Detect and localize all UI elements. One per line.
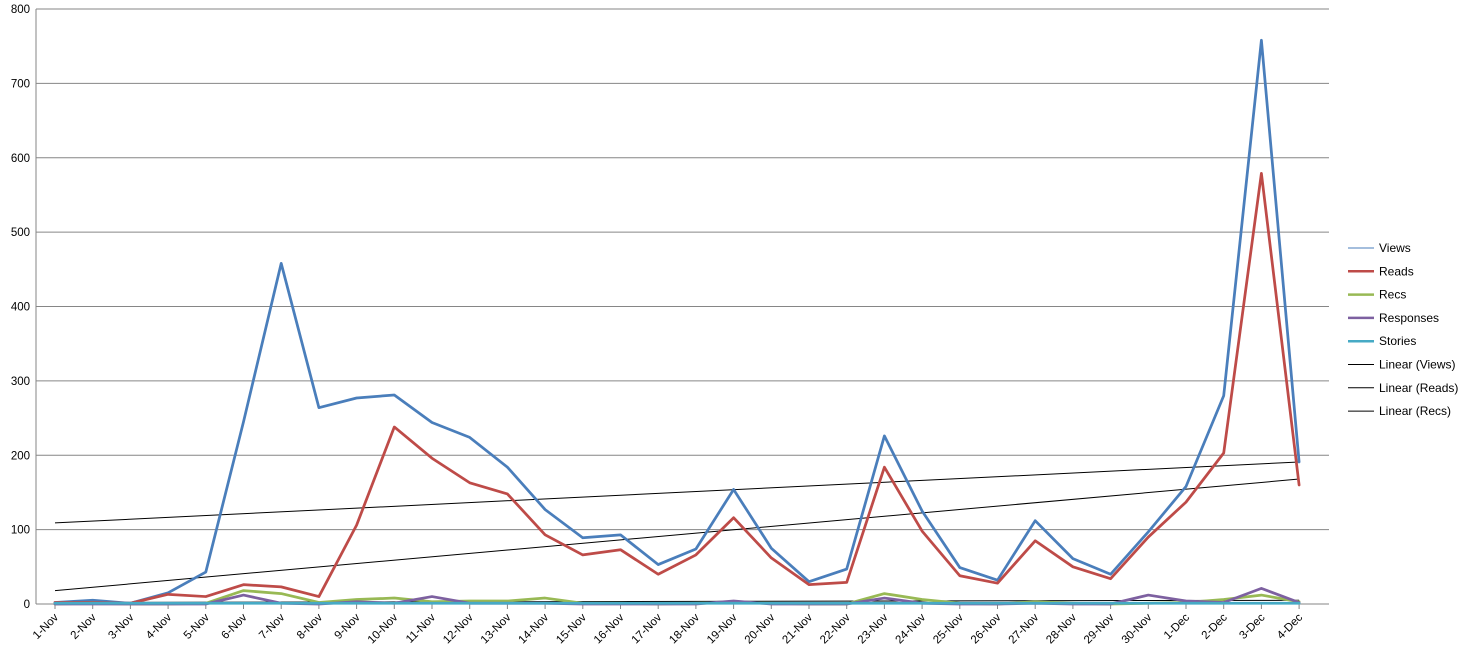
trendline-linear-views <box>54 461 1300 524</box>
y-tick-label-400: 400 <box>11 302 30 314</box>
legend-label-linear-views: Linear (Views) <box>1379 358 1455 372</box>
legend-label-views: Views <box>1379 241 1411 255</box>
x-tick-label-27-Nov: 27-Nov <box>1007 611 1042 646</box>
legend-label-linear-recs: Linear (Recs) <box>1379 404 1451 418</box>
x-tick-label-9-Nov: 9-Nov <box>333 611 363 641</box>
x-axis-ticks: 1-Nov 2-Nov 3-Nov 4-Nov 5-Nov 6-Nov 7-Nov 8-Nov… <box>31 604 1305 646</box>
x-tick-label-8-Nov: 8-Nov <box>295 611 325 641</box>
x-tick-label-3-Nov: 3-Nov <box>106 611 136 641</box>
x-tick-label-1-Dec: 1-Dec <box>1162 611 1192 641</box>
x-tick-label-3-Dec: 3-Dec <box>1237 611 1267 641</box>
x-tick-label-1-Nov: 1-Nov <box>31 611 61 641</box>
x-tick-label-21-Nov: 21-Nov <box>780 611 815 646</box>
x-tick-label-18-Nov: 18-Nov <box>667 611 702 646</box>
series-line-views <box>53 38 1301 605</box>
x-tick-label-30-Nov: 30-Nov <box>1120 611 1155 646</box>
legend-label-linear-reads: Linear (Reads) <box>1379 381 1458 395</box>
x-tick-label-23-Nov: 23-Nov <box>856 611 891 646</box>
x-tick-label-4-Nov: 4-Nov <box>144 611 174 641</box>
legend-label-stories: Stories <box>1379 334 1416 348</box>
legend-label-responses: Responses <box>1379 311 1439 325</box>
x-tick-label-28-Nov: 28-Nov <box>1044 611 1079 646</box>
x-tick-label-26-Nov: 26-Nov <box>969 611 1004 646</box>
x-tick-label-19-Nov: 19-Nov <box>705 611 740 646</box>
y-tick-label-300: 300 <box>11 376 30 388</box>
legend-label-recs: Recs <box>1379 288 1406 302</box>
x-tick-label-22-Nov: 22-Nov <box>818 611 853 646</box>
x-tick-label-4-Dec: 4-Dec <box>1275 611 1305 641</box>
x-tick-label-6-Nov: 6-Nov <box>219 611 249 641</box>
y-tick-label-700: 700 <box>11 78 30 90</box>
x-tick-label-24-Nov: 24-Nov <box>894 611 929 646</box>
x-tick-label-12-Nov: 12-Nov <box>441 611 476 646</box>
x-tick-label-7-Nov: 7-Nov <box>257 611 287 641</box>
legend-label-reads: Reads <box>1379 264 1414 278</box>
legend: Views Reads Recs Responses Stories Linear (Vi… <box>1348 241 1458 418</box>
x-tick-label-14-Nov: 14-Nov <box>517 611 552 646</box>
x-tick-label-5-Nov: 5-Nov <box>182 611 212 641</box>
trendlines <box>54 461 1300 604</box>
y-tick-label-800: 800 <box>11 4 30 16</box>
gridlines <box>36 8 1329 531</box>
y-tick-label-500: 500 <box>11 227 30 239</box>
x-tick-label-13-Nov: 13-Nov <box>479 611 514 646</box>
x-tick-label-25-Nov: 25-Nov <box>931 611 966 646</box>
x-tick-label-10-Nov: 10-Nov <box>366 611 401 646</box>
x-tick-label-2-Dec: 2-Dec <box>1200 611 1230 641</box>
trendline-linear-reads <box>54 478 1300 592</box>
x-tick-label-2-Nov: 2-Nov <box>69 611 99 641</box>
x-tick-label-15-Nov: 15-Nov <box>554 611 589 646</box>
y-tick-label-100: 100 <box>11 525 30 537</box>
y-tick-label-0: 0 <box>24 599 30 611</box>
series-line-reads <box>53 171 1301 605</box>
x-tick-label-16-Nov: 16-Nov <box>592 611 627 646</box>
x-tick-label-17-Nov: 17-Nov <box>630 611 665 646</box>
y-tick-label-200: 200 <box>11 450 30 462</box>
x-tick-label-29-Nov: 29-Nov <box>1082 611 1117 646</box>
y-axis-ticks: 0 100 200 300 400 500 600 700 800 <box>11 4 30 611</box>
x-tick-label-11-Nov: 11-Nov <box>404 611 438 645</box>
series-lines <box>53 38 1301 606</box>
y-tick-label-600: 600 <box>11 153 30 165</box>
x-tick-label-20-Nov: 20-Nov <box>743 611 778 646</box>
